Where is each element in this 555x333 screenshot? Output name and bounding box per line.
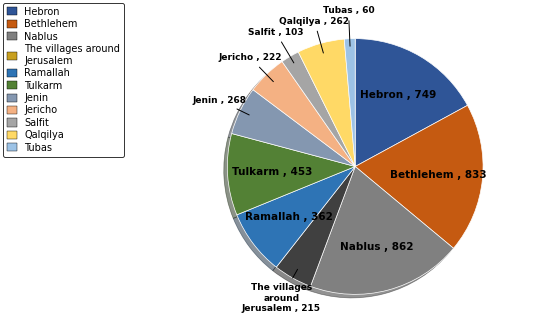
Wedge shape [253, 62, 355, 166]
Text: Tulkarm , 453: Tulkarm , 453 [232, 167, 312, 177]
Text: Jenin , 268: Jenin , 268 [193, 96, 249, 115]
Wedge shape [276, 166, 355, 286]
Wedge shape [282, 52, 355, 166]
Text: Bethlehem , 833: Bethlehem , 833 [390, 169, 486, 179]
Wedge shape [228, 134, 355, 215]
Wedge shape [344, 39, 355, 166]
Wedge shape [237, 166, 355, 267]
Text: Jericho , 222: Jericho , 222 [219, 53, 282, 82]
Text: Tubas , 60: Tubas , 60 [322, 6, 374, 46]
Wedge shape [355, 105, 483, 248]
Text: Salfit , 103: Salfit , 103 [248, 28, 304, 63]
Wedge shape [355, 39, 467, 166]
Legend: Hebron, Bethlehem, Nablus, The villages around
Jerusalem, Ramallah, Tulkarm, Jen: Hebron, Bethlehem, Nablus, The villages … [3, 3, 124, 157]
Text: The villages
around
Jerusalem , 215: The villages around Jerusalem , 215 [242, 269, 321, 313]
Wedge shape [299, 39, 355, 166]
Text: Ramallah , 362: Ramallah , 362 [245, 211, 333, 221]
Wedge shape [310, 166, 453, 294]
Text: Qalqilya , 262: Qalqilya , 262 [280, 17, 350, 53]
Text: Hebron , 749: Hebron , 749 [360, 90, 436, 100]
Wedge shape [231, 90, 355, 166]
Text: Nablus , 862: Nablus , 862 [340, 242, 413, 252]
